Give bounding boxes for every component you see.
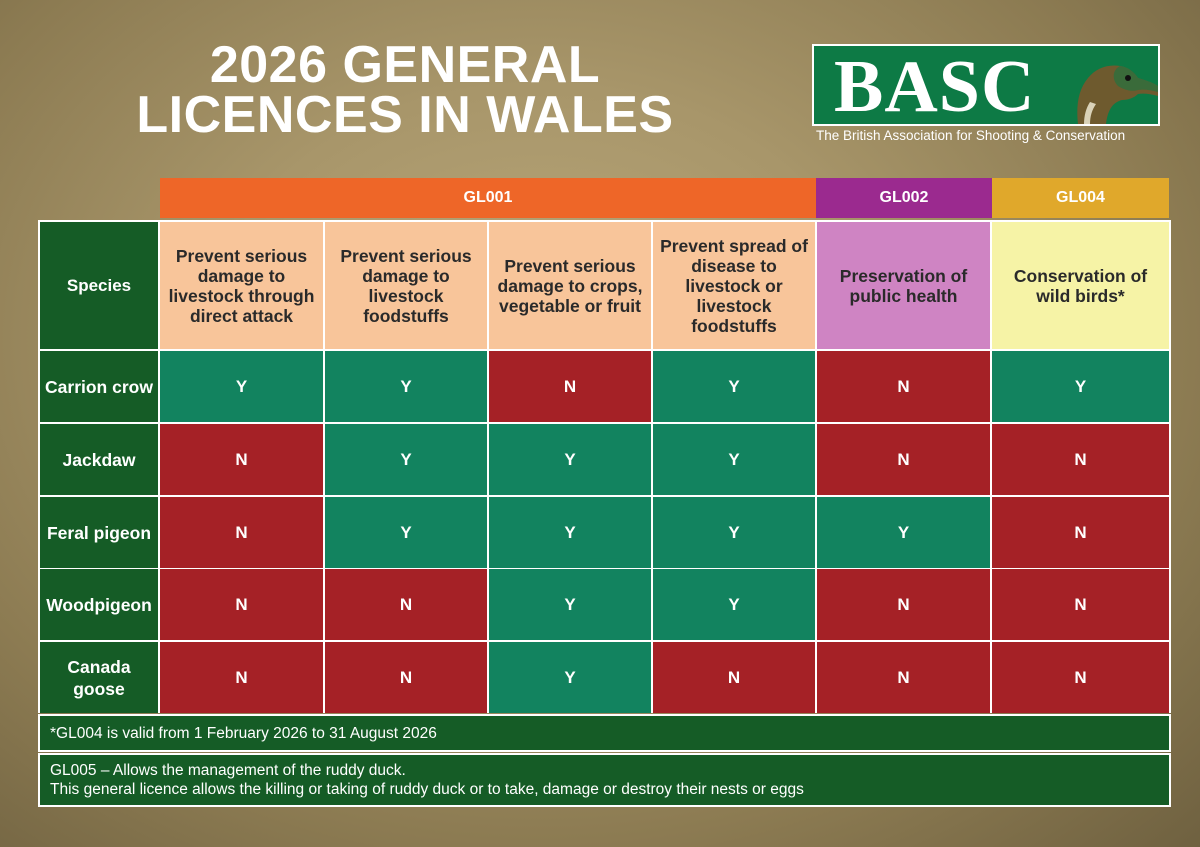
permitted-cell: Y — [489, 424, 651, 495]
not-permitted-cell: N — [992, 569, 1169, 640]
permitted-cell: Y — [489, 569, 651, 640]
permitted-cell: Y — [653, 424, 815, 495]
not-permitted-cell: N — [817, 424, 990, 495]
permitted-cell: Y — [489, 642, 651, 713]
gl005-note-line-1: GL005 – Allows the management of the rud… — [50, 762, 406, 779]
not-permitted-cell: N — [160, 424, 323, 495]
basc-logo: BASC The British Association for Shootin… — [812, 44, 1160, 144]
not-permitted-cell: N — [992, 497, 1169, 568]
purpose-header: Conservation of wild birds* — [992, 222, 1169, 349]
species-cell: Canada goose — [40, 642, 158, 713]
gl004-note: *GL004 is valid from 1 February 2026 to … — [38, 714, 1171, 752]
page-title: 2026 GENERAL LICENCES IN WALES — [100, 36, 710, 144]
not-permitted-cell: N — [160, 642, 323, 713]
species-cell: Carrion crow — [40, 351, 158, 422]
not-permitted-cell: N — [992, 642, 1169, 713]
purpose-header: Preservation of public health — [817, 222, 990, 349]
not-permitted-cell: N — [160, 497, 323, 568]
permitted-cell: Y — [489, 497, 651, 568]
title-line-1: 2026 GENERAL — [209, 36, 601, 94]
not-permitted-cell: N — [325, 642, 487, 713]
species-cell: Jackdaw — [40, 424, 158, 495]
gl005-note-line-2: This general licence allows the killing … — [50, 781, 804, 798]
not-permitted-cell: N — [325, 569, 487, 640]
group-gl001: GL001 — [160, 178, 816, 218]
permitted-cell: Y — [325, 351, 487, 422]
purpose-header: Prevent serious damage to livestock thro… — [160, 222, 323, 349]
permitted-cell: Y — [817, 497, 990, 568]
not-permitted-cell: N — [817, 351, 990, 422]
duck-head-icon — [1077, 65, 1158, 124]
not-permitted-cell: N — [653, 642, 815, 713]
permitted-cell: Y — [653, 351, 815, 422]
permitted-cell: Y — [325, 497, 487, 568]
not-permitted-cell: N — [160, 569, 323, 640]
title-line-2: LICENCES IN WALES — [136, 86, 674, 144]
permitted-cell: Y — [325, 424, 487, 495]
permitted-cell: Y — [992, 351, 1169, 422]
purpose-header: Prevent spread of disease to livestock o… — [653, 222, 815, 349]
not-permitted-cell: N — [817, 642, 990, 713]
permitted-cell: Y — [160, 351, 323, 422]
gl005-note: GL005 – Allows the management of the rud… — [38, 753, 1171, 807]
logo-box: BASC — [812, 44, 1160, 126]
logo-subtitle: The British Association for Shooting & C… — [816, 128, 1126, 143]
purpose-header: Prevent serious damage to livestock food… — [325, 222, 487, 349]
permitted-cell: Y — [653, 569, 815, 640]
not-permitted-cell: N — [489, 351, 651, 422]
not-permitted-cell: N — [992, 424, 1169, 495]
species-cell: Woodpigeon — [40, 569, 158, 640]
purpose-header: Prevent serious damage to crops, vegetab… — [489, 222, 651, 349]
permitted-cell: Y — [653, 497, 815, 568]
group-gl002: GL002 — [816, 178, 992, 218]
not-permitted-cell: N — [817, 569, 990, 640]
species-cell: Feral pigeon — [40, 497, 158, 568]
species-header: Species — [40, 222, 158, 349]
logo-name: BASC — [834, 46, 1036, 126]
group-gl004: GL004 — [992, 178, 1169, 218]
